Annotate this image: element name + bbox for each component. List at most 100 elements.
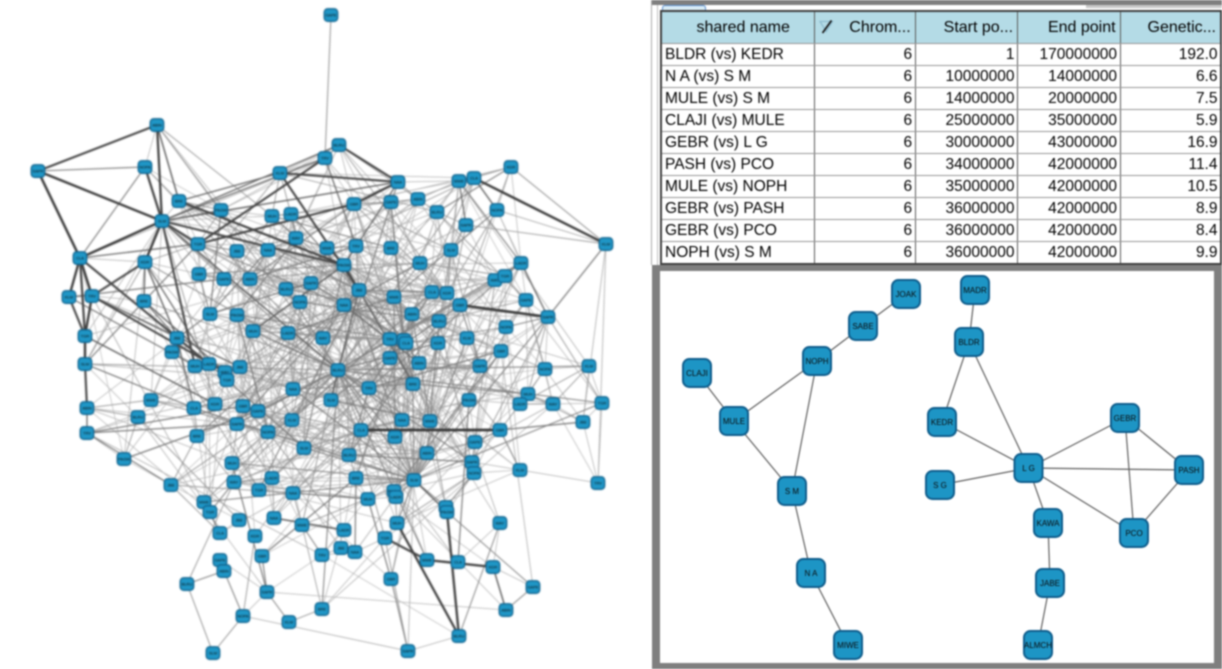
- svg-text:JBE: JBE: [233, 249, 241, 254]
- svg-text:GAPE: GAPE: [218, 277, 229, 282]
- svg-text:PAGW: PAGW: [231, 313, 243, 318]
- svg-text:BLRU: BLRU: [454, 634, 465, 639]
- svg-text:LADR: LADR: [283, 331, 294, 336]
- svg-text:GEBR: GEBR: [1114, 414, 1137, 423]
- svg-text:KLM: KLM: [288, 418, 296, 423]
- svg-text:LADR: LADR: [286, 212, 297, 217]
- svg-text:LADR: LADR: [267, 476, 278, 481]
- svg-text:MUH: MUH: [392, 521, 401, 526]
- svg-text:TGR: TGR: [501, 274, 510, 279]
- svg-text:GAPE: GAPE: [527, 585, 538, 590]
- svg-text:SLM: SLM: [447, 248, 455, 253]
- svg-text:KLM: KLM: [602, 242, 610, 247]
- svg-text:MUH: MUH: [267, 214, 276, 219]
- svg-text:GBR: GBR: [239, 404, 248, 409]
- svg-text:CLA: CLA: [454, 560, 462, 565]
- svg-text:GBR: GBR: [496, 428, 505, 433]
- svg-text:TGR: TGR: [598, 401, 607, 406]
- svg-text:SAPR: SAPR: [475, 364, 486, 369]
- svg-text:KAWA: KAWA: [1037, 519, 1061, 528]
- svg-text:MWE: MWE: [146, 398, 156, 403]
- svg-text:TGR: TGR: [81, 334, 90, 339]
- svg-text:WAY: WAY: [496, 521, 505, 526]
- svg-text:NAA: NAA: [289, 491, 298, 496]
- svg-text:KLM: KLM: [516, 468, 524, 473]
- svg-text:WAY: WAY: [292, 236, 301, 241]
- svg-text:BLRU: BLRU: [434, 319, 445, 324]
- svg-text:SLM: SLM: [410, 478, 418, 483]
- svg-text:BRE: BRE: [193, 434, 202, 439]
- svg-text:CLA: CLA: [190, 406, 198, 411]
- svg-text:ABIN: ABIN: [407, 312, 416, 317]
- svg-text:NOPA: NOPA: [491, 208, 502, 213]
- svg-text:NOPA: NOPA: [237, 614, 248, 619]
- svg-text:SAPR: SAPR: [33, 169, 44, 174]
- svg-text:L G: L G: [1022, 464, 1035, 473]
- svg-text:WAY: WAY: [491, 278, 500, 283]
- svg-text:PAGW: PAGW: [463, 398, 475, 403]
- svg-text:NOPH: NOPH: [805, 357, 828, 366]
- svg-text:SAPR: SAPR: [543, 315, 554, 320]
- svg-text:BLRU: BLRU: [133, 415, 144, 420]
- svg-text:NOPA: NOPA: [262, 430, 273, 435]
- svg-text:CLA: CLA: [402, 341, 410, 346]
- svg-text:SAPR: SAPR: [262, 590, 273, 595]
- svg-text:MUH: MUH: [363, 497, 372, 502]
- svg-text:TRV: TRV: [365, 386, 373, 391]
- svg-text:NAA: NAA: [289, 387, 298, 392]
- svg-text:TGR: TGR: [381, 536, 390, 541]
- svg-text:GAPE: GAPE: [384, 356, 395, 361]
- svg-text:NAA: NAA: [394, 180, 403, 185]
- svg-text:TRV: TRV: [321, 156, 329, 161]
- svg-text:CLAJI: CLAJI: [686, 369, 708, 378]
- svg-text:BRE: BRE: [175, 199, 184, 204]
- svg-text:ABIN: ABIN: [422, 451, 431, 456]
- svg-text:ABIN: ABIN: [414, 361, 423, 366]
- svg-text:PAGW: PAGW: [441, 510, 453, 515]
- svg-text:ABIN: ABIN: [413, 197, 422, 202]
- svg-text:SAPR: SAPR: [403, 649, 414, 654]
- svg-text:NAA: NAA: [351, 550, 360, 555]
- svg-text:WAY: WAY: [230, 480, 239, 485]
- svg-text:TRV: TRV: [594, 481, 602, 486]
- svg-text:MWE: MWE: [297, 523, 307, 528]
- svg-text:MUH: MUH: [227, 461, 236, 466]
- svg-text:MADR: MADR: [963, 286, 987, 295]
- svg-text:KDR: KDR: [251, 534, 260, 539]
- svg-text:KLM: KLM: [276, 171, 284, 176]
- svg-text:MWE: MWE: [422, 558, 432, 563]
- svg-text:NOPA: NOPA: [468, 471, 479, 476]
- svg-text:ALMCH: ALMCH: [1024, 641, 1052, 650]
- svg-text:TGR: TGR: [194, 242, 203, 247]
- svg-text:MULE: MULE: [723, 417, 745, 426]
- svg-text:BRE: BRE: [140, 299, 149, 304]
- svg-text:SLM: SLM: [81, 362, 89, 367]
- svg-text:SABE: SABE: [852, 322, 873, 331]
- svg-text:KEDR: KEDR: [931, 418, 953, 427]
- svg-text:PASH: PASH: [1178, 466, 1199, 475]
- svg-text:SLM: SLM: [300, 446, 308, 451]
- svg-text:S M: S M: [785, 487, 800, 496]
- svg-text:TGR: TGR: [206, 510, 215, 515]
- svg-text:NAA: NAA: [340, 303, 349, 308]
- svg-text:BLRU: BLRU: [281, 287, 292, 292]
- svg-text:GAPE: GAPE: [325, 13, 336, 18]
- svg-text:NOPA: NOPA: [294, 300, 305, 305]
- svg-text:TRV: TRV: [352, 244, 360, 249]
- svg-text:MIWE: MIWE: [837, 641, 859, 650]
- svg-text:KDR: KDR: [489, 565, 498, 570]
- svg-text:CLA: CLA: [357, 428, 365, 433]
- svg-text:JABE: JABE: [1040, 579, 1060, 588]
- svg-text:GAPE: GAPE: [469, 440, 480, 445]
- svg-text:BLRU: BLRU: [432, 210, 443, 215]
- svg-text:SLM: SLM: [209, 651, 217, 656]
- svg-text:LADR: LADR: [516, 261, 527, 266]
- svg-text:WAY: WAY: [319, 336, 328, 341]
- svg-text:SLM: SLM: [158, 219, 166, 224]
- svg-text:MUH: MUH: [415, 261, 424, 266]
- svg-text:GAPE: GAPE: [214, 558, 225, 563]
- svg-text:BLRU: BLRU: [344, 453, 355, 458]
- svg-text:NOPA: NOPA: [539, 367, 550, 372]
- svg-text:BRE: BRE: [387, 246, 396, 251]
- svg-text:CLA: CLA: [470, 176, 478, 181]
